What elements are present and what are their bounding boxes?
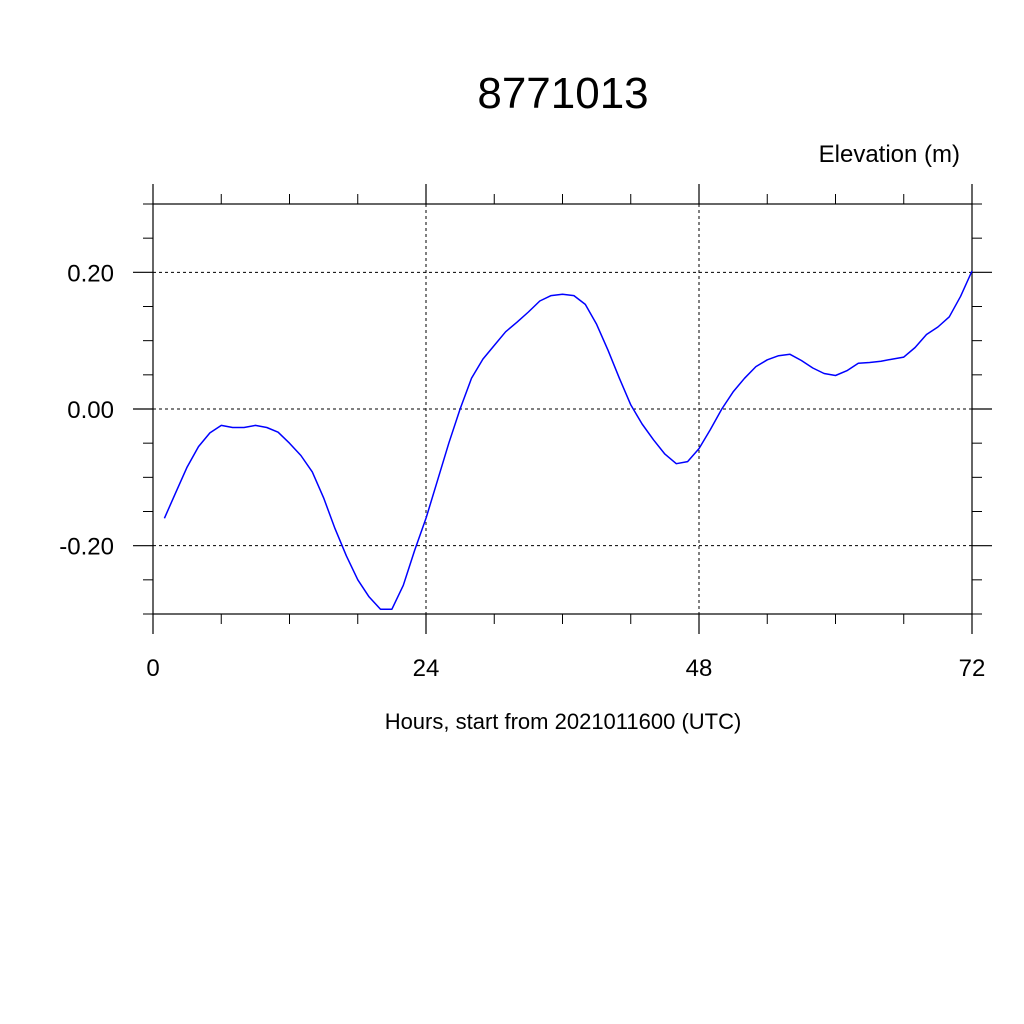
x-tick-label: 24 bbox=[413, 655, 440, 682]
chart-title: 8771013 bbox=[477, 69, 648, 118]
y-tick-label: -0.20 bbox=[59, 534, 114, 561]
elevation-line bbox=[163, 270, 973, 610]
y-tick-label: 0.00 bbox=[67, 397, 114, 424]
x-axis-label: Hours, start from 2021011600 (UTC) bbox=[385, 709, 742, 734]
plot-area: 0 24 48 72 -0.20 0.00 0.20 bbox=[59, 184, 992, 682]
y-axis-label: Elevation (m) bbox=[819, 141, 960, 168]
x-tick-label: 0 bbox=[146, 655, 159, 682]
x-tick-label: 48 bbox=[686, 655, 713, 682]
y-tick-label: 0.20 bbox=[67, 260, 114, 287]
x-tick-label: 72 bbox=[959, 655, 986, 682]
